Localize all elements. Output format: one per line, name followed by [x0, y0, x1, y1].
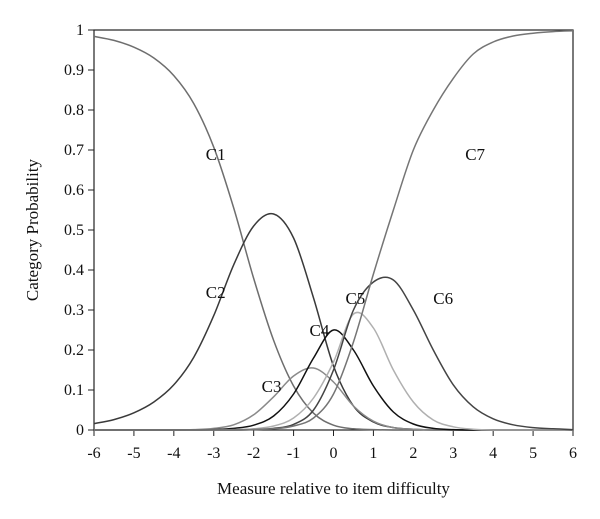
- curve-label-c4: C4: [310, 321, 330, 340]
- y-tick-label: 0.2: [64, 342, 84, 359]
- x-tick-label: 6: [569, 445, 577, 462]
- series-line-c3: [94, 367, 573, 431]
- x-axis-title: Measure relative to item difficulty: [217, 479, 450, 498]
- y-tick-label: 0.6: [64, 182, 84, 199]
- curve-label-c2: C2: [206, 283, 226, 302]
- series-line-c7: [94, 30, 574, 431]
- y-tick-label: 0.5: [64, 222, 84, 239]
- x-tick-label: 4: [489, 445, 497, 462]
- x-tick-label: 2: [409, 445, 417, 462]
- x-tick-label: -6: [87, 445, 100, 462]
- curve-label-c5: C5: [345, 289, 365, 308]
- curve-label-c7: C7: [465, 145, 485, 164]
- series-line-c4: [94, 329, 573, 431]
- axes: -6 -5 -4 -3 -2 -1 0 1 2 3 4 5 6 0 0.1 0.2 0.3 0.4 0.5 0.6 0.…: [64, 22, 577, 462]
- curve-label-c1: C1: [206, 145, 226, 164]
- y-tick-label: 0.3: [64, 302, 84, 319]
- y-tick-label: 0: [76, 422, 84, 439]
- x-tick-label: -1: [287, 445, 300, 462]
- curves: [93, 30, 574, 431]
- y-tick-label: 0.9: [64, 62, 84, 79]
- x-tick-label: -5: [127, 445, 140, 462]
- curve-label-c6: C6: [433, 289, 453, 308]
- x-tick-label: 5: [529, 445, 537, 462]
- series-line-c6: [94, 276, 574, 431]
- y-tick-label: 0.8: [64, 102, 84, 119]
- y-axis-title: Category Probability: [23, 158, 42, 301]
- y-tick-label: 0.7: [64, 142, 84, 159]
- x-tick-label: 1: [369, 445, 377, 462]
- y-tick-label: 0.4: [64, 262, 84, 279]
- x-tick-label: -3: [207, 445, 220, 462]
- x-tick-label: 0: [330, 445, 338, 462]
- curve-labels: C1 C2 C3 C4 C5 C6 C7: [206, 145, 486, 396]
- y-tick-label: 0.1: [64, 382, 84, 399]
- series-line-c2: [93, 212, 573, 431]
- x-tick-label: -2: [247, 445, 260, 462]
- x-tick-label: -4: [167, 445, 180, 462]
- x-tick-label: 3: [449, 445, 457, 462]
- curve-label-c3: C3: [262, 377, 282, 396]
- y-tick-label: 1: [76, 22, 84, 39]
